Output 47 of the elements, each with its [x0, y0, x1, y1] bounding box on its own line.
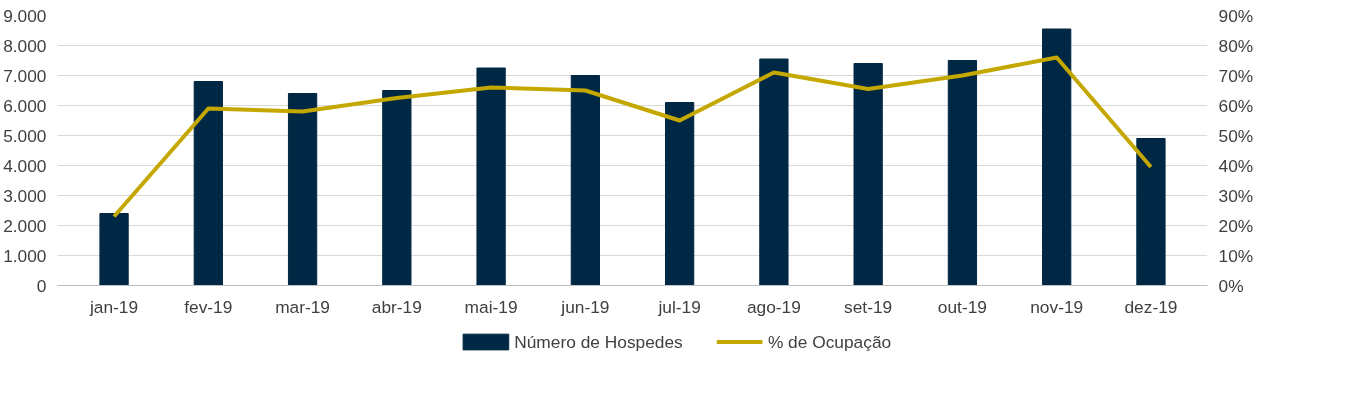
- y-tick-label: 5.000: [3, 125, 47, 146]
- bar: [99, 213, 129, 286]
- y-tick-label: 1.000: [3, 245, 47, 266]
- y2-tick-label: 70%: [1218, 65, 1254, 86]
- bar: [570, 75, 601, 286]
- y2-tick-label: 60%: [1218, 95, 1254, 116]
- bar: [193, 81, 223, 286]
- y-tick-label: 8.000: [3, 35, 47, 56]
- x-tick-label: mai-19: [464, 296, 518, 317]
- legend-label: % de Ocupação: [767, 332, 892, 352]
- y-tick-label: 2.000: [3, 215, 47, 236]
- y-tick-label: 0: [36, 275, 47, 296]
- y2-tick-label: 50%: [1218, 125, 1254, 146]
- y2-tick-label: 20%: [1218, 215, 1254, 236]
- x-tick-label: mar-19: [275, 296, 331, 317]
- y2-tick-label: 80%: [1218, 35, 1254, 56]
- x-tick-label: nov-19: [1030, 296, 1084, 317]
- x-tick-label: fev-19: [184, 296, 233, 317]
- x-tick-label: jun-19: [560, 296, 610, 317]
- y-tick-label: 3.000: [3, 185, 47, 206]
- y-tick-label: 7.000: [3, 65, 47, 86]
- y-tick-label: 9.000: [3, 5, 47, 26]
- x-tick-label: dez-19: [1124, 296, 1178, 317]
- y2-tick-label: 40%: [1218, 155, 1254, 176]
- bar: [853, 63, 883, 286]
- y2-tick-label: 30%: [1218, 185, 1254, 206]
- x-tick-label: out-19: [937, 296, 987, 317]
- y2-tick-label: 10%: [1218, 245, 1254, 266]
- bar: [1136, 138, 1166, 286]
- x-tick-label: abr-19: [371, 296, 422, 317]
- y2-tick-label: 90%: [1218, 5, 1254, 26]
- line-series: [112, 55, 1153, 219]
- bar: [1042, 28, 1072, 286]
- bar: [382, 90, 412, 286]
- bar: [287, 93, 318, 286]
- y2-tick-label: 0%: [1218, 275, 1244, 296]
- y-tick-label: 6.000: [3, 95, 47, 116]
- bar: [947, 60, 978, 286]
- bar: [476, 67, 506, 286]
- bar: [759, 58, 789, 286]
- legend-label: Número de Hospedes: [514, 332, 684, 352]
- x-tick-label: jan-19: [88, 296, 139, 317]
- x-tick-label: set-19: [844, 296, 893, 317]
- y-tick-label: 4.000: [3, 155, 47, 176]
- x-tick-label: jul-19: [657, 296, 701, 317]
- x-tick-label: ago-19: [746, 296, 801, 317]
- bar: [664, 102, 695, 286]
